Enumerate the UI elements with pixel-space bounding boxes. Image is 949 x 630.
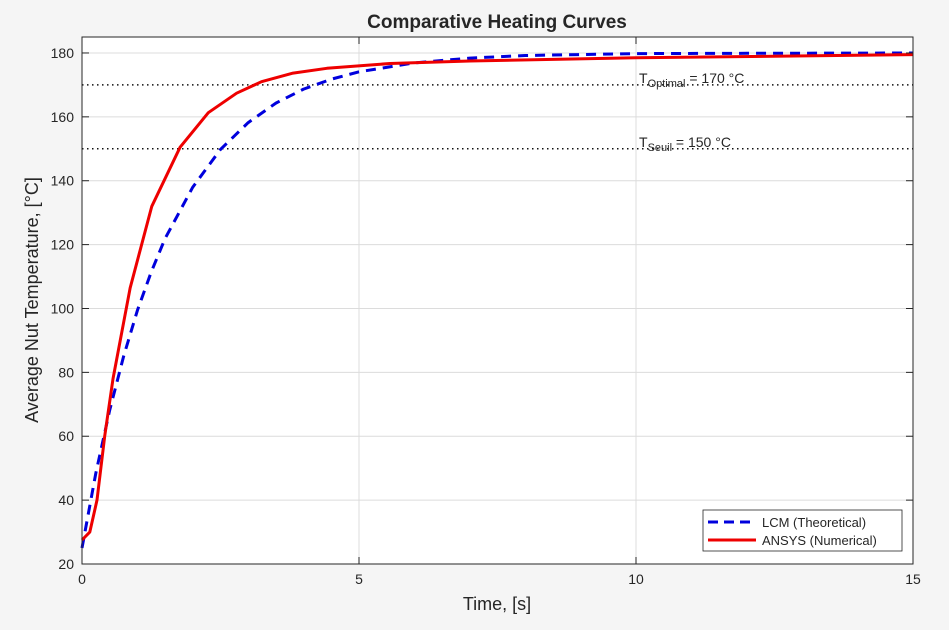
grid [81, 37, 914, 565]
plot-area [82, 37, 913, 564]
y-tick-label: 180 [51, 45, 75, 61]
series-line-lcm [80, 51, 914, 549]
y-tick-label: 160 [51, 109, 75, 125]
x-tick-label: 15 [905, 571, 921, 587]
reference-lines: TOptimal = 170 °C TSeuil = 150 °C [82, 70, 913, 154]
y-tick-label: 100 [51, 300, 75, 316]
x-tick-label: 0 [78, 571, 86, 587]
y-tick-label: 40 [58, 492, 74, 508]
series-group [80, 51, 914, 549]
x-tick-label: 5 [355, 571, 363, 587]
y-tick-label: 20 [58, 556, 74, 572]
reference-label: TSeuil = 150 °C [639, 134, 731, 154]
y-tick-label: 120 [51, 237, 75, 253]
y-tick-label: 140 [51, 173, 75, 189]
legend-box [702, 509, 903, 552]
series-line-ansys [80, 53, 914, 542]
legend-label-lcm: LCM (Theoretical) [762, 515, 866, 530]
chart-title: Comparative Heating Curves [367, 12, 627, 33]
y-axis-label: Average Nut Temperature, [°C] [22, 177, 42, 423]
axes-box [81, 36, 914, 565]
reference-label: TOptimal = 170 °C [639, 70, 744, 90]
x-tick-label: 10 [628, 571, 644, 587]
y-tick-label: 80 [58, 364, 74, 380]
legend-label-ansys: ANSYS (Numerical) [762, 533, 877, 548]
ticks: 0 5 10 15 20 40 60 80 100 120 140 160 180 [51, 37, 921, 587]
x-axis-label: Time, [s] [463, 594, 531, 614]
y-tick-label: 60 [58, 428, 74, 444]
legend: LCM (Theoretical) ANSYS (Numerical) [702, 509, 903, 552]
